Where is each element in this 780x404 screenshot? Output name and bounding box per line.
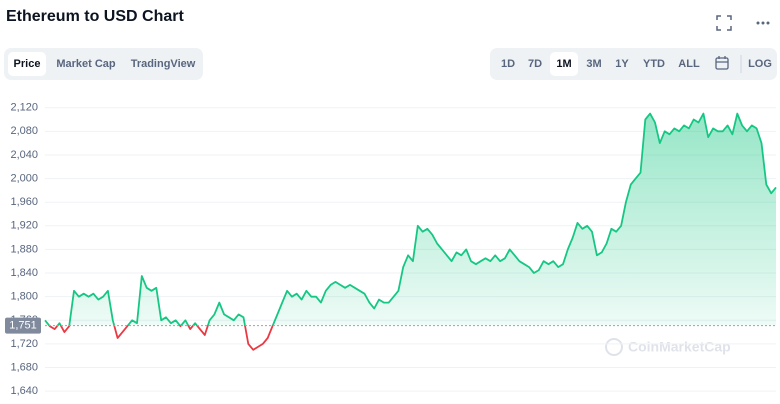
- y-tick-label: 1,880: [10, 243, 38, 255]
- y-tick-label: 1,960: [10, 196, 38, 208]
- y-tick-label: 1,680: [10, 361, 38, 373]
- y-tick-label: 2,120: [10, 102, 38, 114]
- range-button[interactable]: YTD: [643, 58, 665, 70]
- more-icon[interactable]: [756, 21, 770, 25]
- tab[interactable]: Market Cap: [56, 58, 116, 70]
- y-tick-label: 1,800: [10, 291, 38, 303]
- tab-group: [4, 48, 203, 80]
- calendar-icon[interactable]: [715, 56, 729, 70]
- range-button[interactable]: 3M: [586, 58, 601, 70]
- range-button[interactable]: ALL: [678, 58, 700, 70]
- y-tick-label: 2,000: [10, 172, 38, 184]
- range-button[interactable]: 1D: [501, 58, 515, 70]
- y-tick-label: 1,840: [10, 267, 38, 279]
- baseline-label: 1,751: [9, 320, 37, 332]
- tab[interactable]: TradingView: [131, 58, 196, 70]
- y-tick-label: 2,080: [10, 125, 38, 137]
- title: Ethereum to USD Chart: [6, 8, 184, 25]
- tab[interactable]: Price: [14, 58, 41, 70]
- range-button[interactable]: 7D: [528, 58, 542, 70]
- tab-selected: [8, 52, 46, 76]
- y-tick-label: 1,720: [10, 338, 38, 350]
- watermark: CoinMarketCap: [605, 338, 731, 356]
- y-tick-label: 1,920: [10, 220, 38, 232]
- watermark-text: CoinMarketCap: [628, 339, 731, 355]
- range-button[interactable]: 1Y: [615, 58, 629, 70]
- range-selected: [550, 52, 578, 76]
- range-button[interactable]: 1M: [556, 58, 571, 70]
- area: [45, 113, 776, 326]
- log-button[interactable]: LOG: [748, 58, 772, 70]
- y-tick-label: 2,040: [10, 149, 38, 161]
- baseline-label-box: [5, 317, 41, 334]
- price-line: [44, 112, 777, 351]
- y-tick-label: 1,640: [10, 385, 38, 397]
- expand-icon[interactable]: [716, 15, 732, 31]
